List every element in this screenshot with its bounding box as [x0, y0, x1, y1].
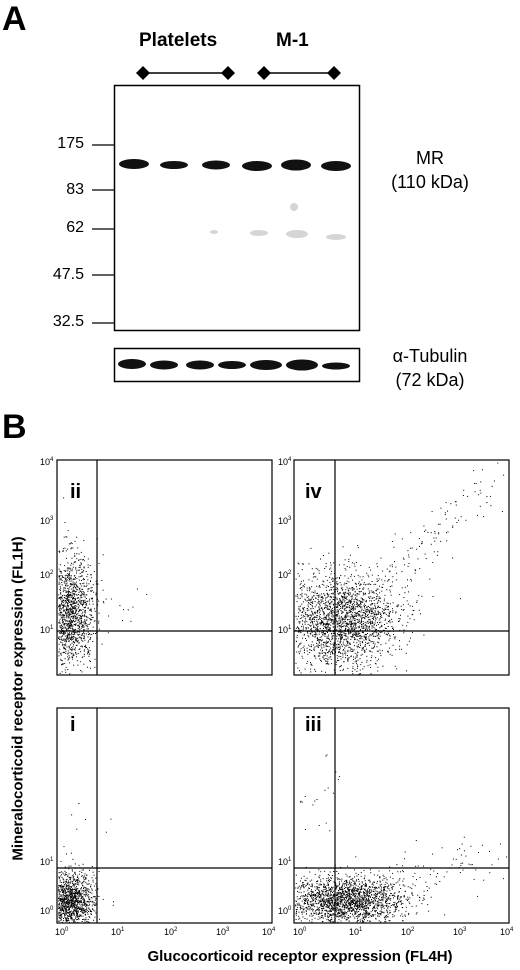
mr-label: MR (110 kDa) [370, 146, 490, 195]
tubulin-size: (72 kDa) [395, 370, 465, 391]
quadrant-ii-label: ii [70, 481, 82, 503]
tubulin-name: α-Tubulin [392, 346, 468, 366]
mw-marker-175: 175 [57, 135, 84, 152]
x-tick-right-3: 103 [453, 927, 467, 937]
y-tick-lower-left-1: 101 [40, 857, 54, 867]
tubulin-label: α-Tubulin (72 kDa) [370, 344, 490, 393]
y-tick-lower-right-1: 101 [278, 857, 292, 867]
y-tick-upper-right-2: 102 [278, 570, 292, 580]
x-tick-right-2: 102 [401, 927, 415, 937]
y-tick-upper-left-3: 103 [40, 516, 54, 526]
mr-name: MR [416, 148, 444, 168]
tubulin-bands [118, 359, 350, 371]
quadrant-i-label: i [70, 714, 76, 736]
quadrant-iv-label: iv [305, 481, 322, 503]
panel-b-letter: B [2, 408, 27, 446]
x-tick-left-1: 101 [111, 927, 125, 937]
mr-western-blot [92, 84, 361, 332]
y-tick-upper-left-4: 104 [40, 457, 54, 467]
m1-label: M-1 [276, 30, 309, 51]
x-tick-right-0: 100 [293, 927, 307, 937]
x-tick-left-0: 100 [55, 927, 69, 937]
x-tick-right-4: 104 [500, 927, 514, 937]
mr-bands [119, 159, 351, 171]
mw-marker-47-5: 47.5 [52, 266, 84, 283]
panel-a-letter: A [2, 0, 27, 38]
y-tick-lower-left-0: 100 [40, 906, 54, 916]
y-tick-upper-right-3: 103 [278, 516, 292, 526]
x-tick-left-4: 104 [262, 927, 276, 937]
platelets-label: Platelets [139, 30, 218, 51]
mw-marker-83: 83 [66, 181, 84, 198]
y-tick-upper-left-2: 102 [40, 570, 54, 580]
x-tick-right-1: 101 [349, 927, 363, 937]
x-tick-left-2: 102 [164, 927, 178, 937]
x-axis-title: Glucocorticoid receptor expression (FL4H… [147, 948, 453, 965]
y-tick-upper-left-1: 101 [40, 625, 54, 635]
mr-size: (110 kDa) [391, 172, 469, 193]
quadrant-iii-label: iii [305, 714, 322, 736]
mw-marker-62: 62 [66, 219, 84, 236]
mw-marker-32-5: 32.5 [52, 313, 84, 330]
y-tick-upper-right-1: 101 [278, 625, 292, 635]
lane-group-brackets [136, 66, 341, 80]
x-tick-left-3: 103 [216, 927, 230, 937]
tubulin-western-blot [113, 347, 361, 383]
y-tick-lower-right-0: 100 [278, 906, 292, 916]
y-tick-upper-right-4: 104 [278, 457, 292, 467]
